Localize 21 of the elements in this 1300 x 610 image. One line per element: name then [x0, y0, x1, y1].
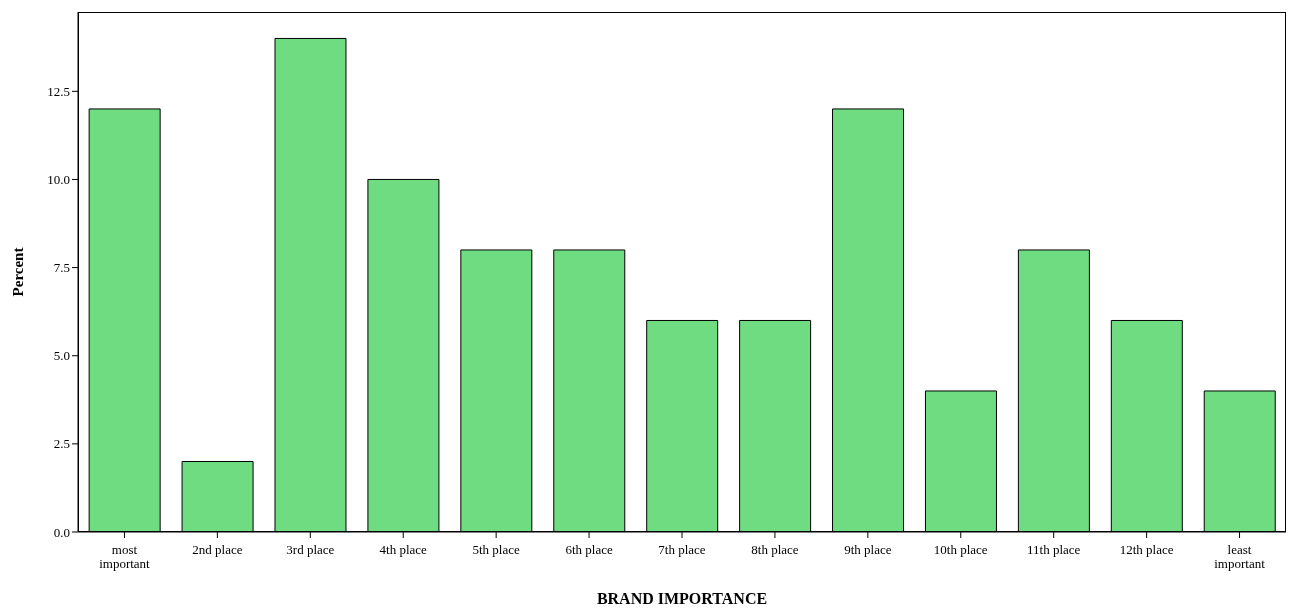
- x-tick-label: 6th place: [565, 542, 613, 557]
- y-tick-label: 10.0: [47, 172, 70, 188]
- y-tick-label: 7.5: [53, 260, 70, 276]
- x-tick-label: 12th place: [1119, 542, 1174, 557]
- x-tick-label: 4th place: [379, 542, 428, 557]
- x-tick-label: 7th place: [658, 542, 706, 557]
- y-axis-title: Percent: [10, 247, 27, 297]
- x-tick-label: least important: [1214, 542, 1266, 571]
- x-tick-label: 11th place: [1027, 542, 1081, 557]
- y-tick-label: 2.5: [53, 436, 70, 452]
- x-tick-label: most important: [99, 542, 151, 571]
- y-tick-label: 5.0: [53, 348, 70, 364]
- y-tick-label: 0.0: [53, 524, 70, 540]
- x-tick-label: 5th place: [472, 542, 521, 557]
- x-tick-label: 9th place: [844, 542, 892, 557]
- x-tick-label: 2nd place: [192, 542, 243, 557]
- y-tick-label: 12.5: [47, 83, 70, 99]
- x-axis-title: BRAND IMPORTANCE: [596, 590, 768, 607]
- x-tick-label: 3rd place: [286, 542, 335, 557]
- x-tick-label: 10th place: [933, 542, 988, 557]
- x-tick-label: 8th place: [751, 542, 799, 557]
